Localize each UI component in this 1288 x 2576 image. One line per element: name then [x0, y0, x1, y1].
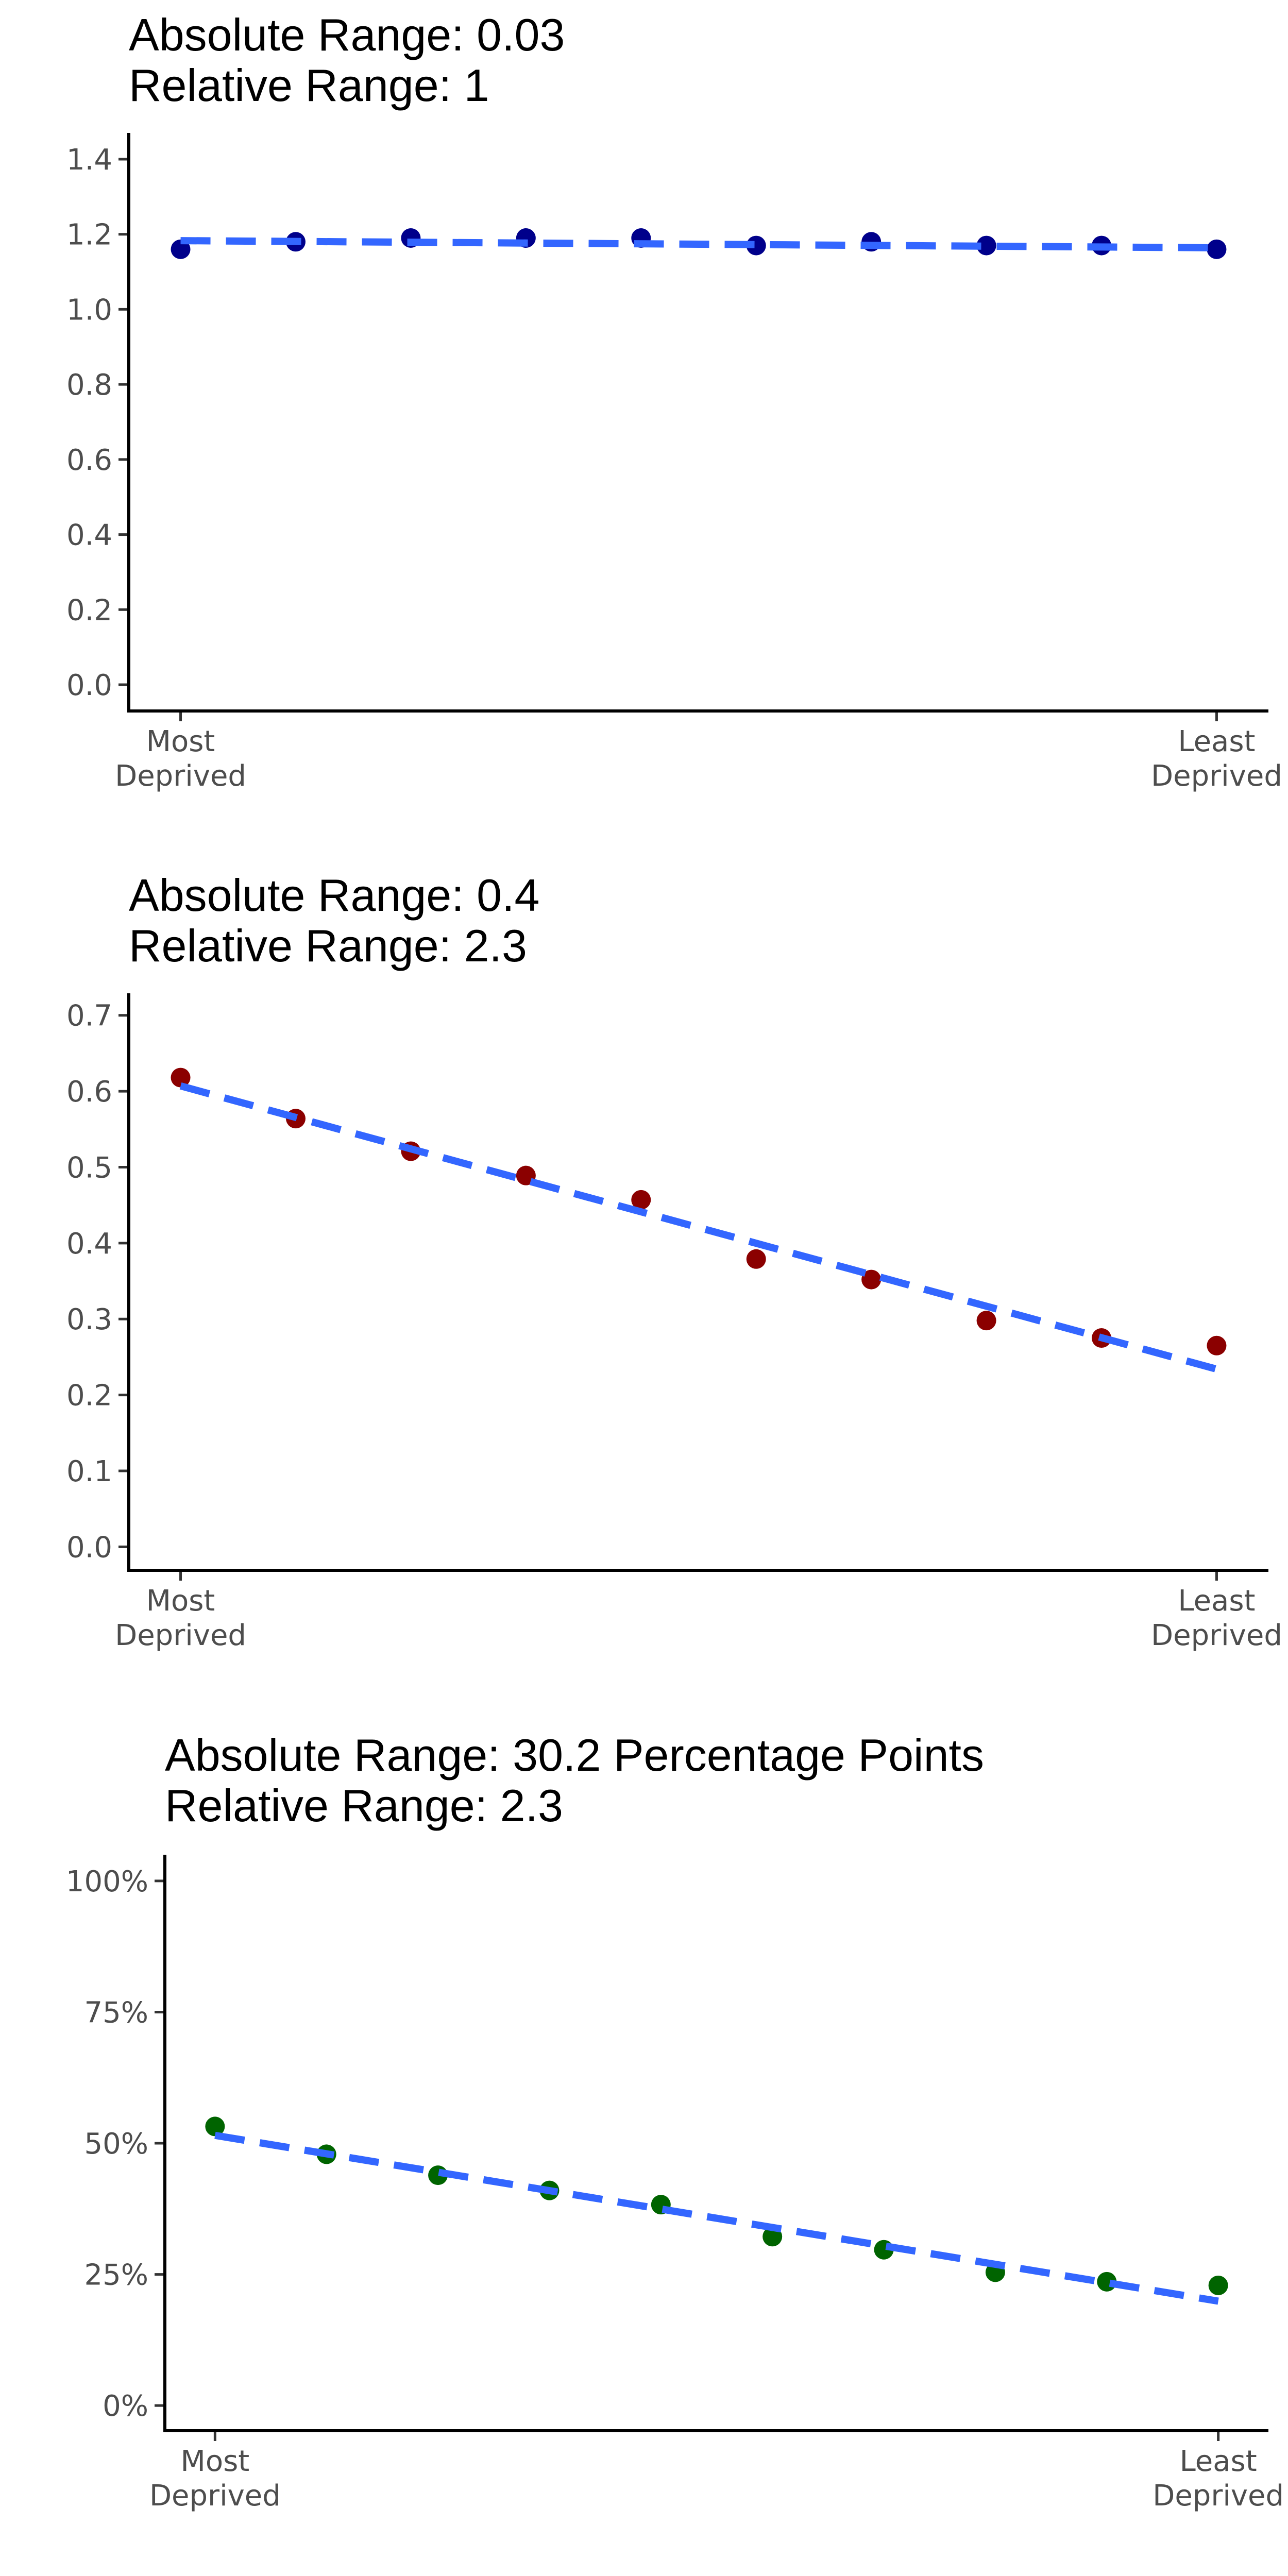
- panel-1-data-point: [171, 239, 191, 259]
- panel-1-x-tick-label: Deprived: [1151, 759, 1282, 793]
- panel-1-x-tick-label: Deprived: [115, 759, 246, 793]
- panel-1-data-point: [746, 235, 766, 256]
- panel-2-y-tick-label: 0.1: [66, 1455, 112, 1488]
- panel-2-y-tick-label: 0.5: [66, 1151, 112, 1184]
- panel-1-y-tick-label: 0.4: [66, 519, 112, 552]
- panel-3-title-line-1: Absolute Range: 30.2 Percentage Points: [165, 1730, 984, 1781]
- panel-3-data-point: [205, 2116, 225, 2137]
- panel-2-x-tick-label: Deprived: [115, 1619, 246, 1652]
- panel-2-data-point: [861, 1269, 882, 1290]
- panel-3-y-tick-label: 100%: [66, 1865, 148, 1899]
- panel-3-y-tick-label: 50%: [84, 2127, 148, 2161]
- panel-3-title-line-2: Relative Range: 2.3: [165, 1780, 563, 1831]
- panel-2-y-tick-label: 0.0: [66, 1531, 112, 1564]
- panel-1-title-line-2: Relative Range: 1: [129, 60, 489, 111]
- panel-3-trend-line: [214, 2131, 1219, 2305]
- panel-2-title-line-1: Absolute Range: 0.4: [129, 870, 539, 921]
- panel-2-y-tick-label: 0.3: [66, 1303, 112, 1336]
- panel-1-title-line-1: Absolute Range: 0.03: [129, 9, 565, 60]
- panel-3-y-tick-label: 25%: [84, 2259, 148, 2292]
- panel-2-axes: [127, 993, 1268, 1572]
- panel-3-y-tick-label: 75%: [84, 1996, 148, 2029]
- panel-1-y-tick-label: 0.2: [66, 594, 112, 627]
- panel-2-y-tick-label: 0.4: [66, 1227, 112, 1261]
- panel-3-y-tick-label: 0%: [103, 2389, 148, 2423]
- panel-2: Absolute Range: 0.4 Relative Range: 2.3 …: [66, 870, 1282, 1652]
- panel-2-trend-line: [179, 1082, 1218, 1373]
- panel-1: Absolute Range: 0.03 Relative Range: 1 0…: [66, 9, 1282, 793]
- panel-2-y-tick-label: 0.2: [66, 1379, 112, 1413]
- panel-2-x-tick-label: Least: [1178, 1584, 1255, 1618]
- panel-2-x-tick-label: Most: [146, 1584, 215, 1618]
- panel-1-y-tick-label: 1.2: [66, 218, 112, 252]
- panel-1-y-tick-label: 1.4: [66, 143, 112, 177]
- panel-2-data-point: [171, 1067, 191, 1088]
- panel-2-x-tick-label: Deprived: [1151, 1619, 1282, 1652]
- panel-2-data-point: [746, 1249, 766, 1269]
- panel-1-y-tick-label: 0.8: [66, 368, 112, 402]
- panel-1-trend-line: [180, 237, 1217, 251]
- panel-1-x-tick-label: Least: [1178, 725, 1255, 758]
- panel-2-data-point: [631, 1190, 651, 1210]
- panel-2-title-line-2: Relative Range: 2.3: [129, 920, 527, 971]
- panel-1-y-tick-label: 0.6: [66, 444, 112, 477]
- panel-3-x-tick-label: Least: [1180, 2445, 1257, 2478]
- panel-2-y-tick-label: 0.7: [66, 999, 112, 1033]
- panel-3-x-tick-label: Most: [181, 2445, 250, 2478]
- panel-1-data-point: [976, 235, 996, 256]
- panel-2-data-point: [976, 1311, 996, 1331]
- panel-1-y-tick-label: 0.0: [66, 669, 112, 702]
- panel-1-y-tick-label: 1.0: [66, 293, 112, 327]
- panel-1-axes: [127, 133, 1268, 713]
- panel-2-data-point: [1207, 1335, 1227, 1355]
- panel-1-data-point: [1207, 239, 1227, 259]
- panel-3: Absolute Range: 30.2 Percentage Points R…: [66, 1730, 1284, 2513]
- panel-2-plot: 0.00.10.20.30.40.50.60.7MostDeprivedLeas…: [66, 993, 1282, 1652]
- panel-2-y-tick-label: 0.6: [66, 1075, 112, 1109]
- panel-3-data-point: [1208, 2275, 1228, 2295]
- panel-3-axes: [163, 1855, 1268, 2432]
- panel-1-plot: 0.00.20.40.60.81.01.21.4MostDeprivedLeas…: [66, 133, 1282, 793]
- panel-1-x-tick-label: Most: [146, 725, 215, 758]
- panel-3-x-tick-label: Deprived: [1153, 2479, 1284, 2513]
- panel-3-x-tick-label: Deprived: [149, 2479, 281, 2513]
